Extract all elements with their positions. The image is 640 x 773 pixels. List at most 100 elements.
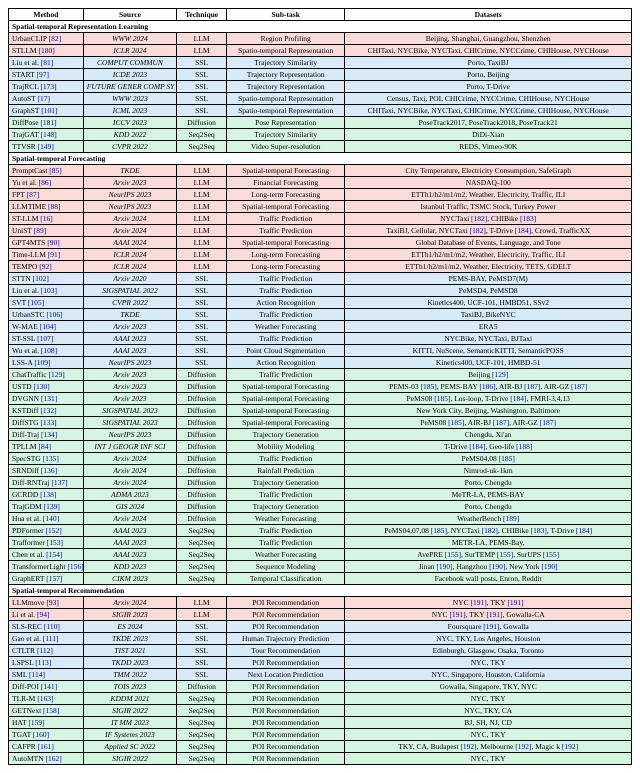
table-row: Diff-Traj [134]NeurIPS 2023DiffusionTraj…: [9, 429, 632, 441]
cell-technique: Seq2Seq: [177, 693, 227, 705]
cell-technique: Diffusion: [177, 381, 227, 393]
cell-datasets: NYC [191], TKY [191]: [345, 597, 632, 609]
cell-datasets: Foursquare [191], Gowalla: [345, 621, 632, 633]
table-row: GraphST [101]ICML 2023SSLSpatio-temporal…: [9, 105, 632, 117]
table-row: LSPSL [113]TKDD 2023SSLPOI Recommendatio…: [9, 657, 632, 669]
table-row: HAT [159]IT MM 2023Seq2SeqPOI Recommenda…: [9, 717, 632, 729]
cell-technique: LLM: [177, 225, 227, 237]
cell-source: Arxiv 2023: [83, 369, 176, 381]
cell-source: GIS 2024: [83, 501, 176, 513]
table-row: DVGNN [131]Arxiv 2023DiffusionSpatial-te…: [9, 393, 632, 405]
cell-subtask: POI Recommendation: [227, 693, 345, 705]
table-row: LLMTIME [88]NeurIPS 2023LLMSpatial-tempo…: [9, 201, 632, 213]
cell-subtask: Spatial-temporal Forecasting: [227, 237, 345, 249]
col-datasets: Datasets: [345, 9, 632, 21]
cell-subtask: Video Super-resolution: [227, 141, 345, 153]
cell-datasets: CHITaxi, NYCBike, NYCTaxi, CHICrime, NYC…: [345, 105, 632, 117]
cell-datasets: NYC, TKY: [345, 753, 632, 765]
cell-source: Arxiv 2020: [83, 273, 176, 285]
cell-source: INT J GEOGR INF SCI: [83, 441, 176, 453]
cell-technique: Seq2Seq: [177, 753, 227, 765]
cell-source: AAAI 2023: [83, 333, 176, 345]
cell-method: SML [114]: [9, 669, 84, 681]
cell-datasets: New York City, Beijing, Washington, Balt…: [345, 405, 632, 417]
cell-subtask: Region Profiling: [227, 33, 345, 45]
cell-subtask: Traffic Prediction: [227, 225, 345, 237]
cell-technique: SSL: [177, 273, 227, 285]
cell-method: AutoMTN [162]: [9, 753, 84, 765]
cell-technique: SSL: [177, 645, 227, 657]
cell-technique: LLM: [177, 237, 227, 249]
cell-method: STTN [102]: [9, 273, 84, 285]
cell-source: NeurIPS 2023: [83, 189, 176, 201]
cell-datasets: Edinburgh, Glasgow, Osaka, Toronto: [345, 645, 632, 657]
table-row: TrajRCL [173]FUTURE GENER COMP SYSSLTraj…: [9, 81, 632, 93]
cell-technique: Diffusion: [177, 681, 227, 693]
cell-subtask: Spatial-temporal Forecasting: [227, 381, 345, 393]
cell-technique: SSL: [177, 321, 227, 333]
cell-datasets: Gowalla, Singapore, TKY, NYC: [345, 681, 632, 693]
table-row: ChatTraffic [129]Arxiv 2023DiffusionTraf…: [9, 369, 632, 381]
cell-method: DiffSTG [133]: [9, 417, 84, 429]
table-row: TrajGAT [148]KDD 2022Seq2SeqTrajectory S…: [9, 129, 632, 141]
cell-subtask: Traffic Prediction: [227, 309, 345, 321]
cell-technique: SSL: [177, 621, 227, 633]
cell-datasets: NYCBike, NYCTaxi, BJTaxi: [345, 333, 632, 345]
cell-subtask: Rainfall Prediction: [227, 465, 345, 477]
cell-subtask: Temporal Classification: [227, 573, 345, 585]
cell-technique: Diffusion: [177, 489, 227, 501]
cell-source: Arxiv 2024: [83, 453, 176, 465]
cell-method: PromptCast [85]: [9, 165, 84, 177]
cell-method: GraphERT [157]: [9, 573, 84, 585]
cell-datasets: Porto, Beijing: [345, 69, 632, 81]
table-row: UrbanCLIP [82]WWW 2024LLMRegion Profilin…: [9, 33, 632, 45]
cell-method: ST-SSL [107]: [9, 333, 84, 345]
cell-method: ChatTraffic [129]: [9, 369, 84, 381]
cell-subtask: POI Recommendation: [227, 621, 345, 633]
cell-datasets: PEMS-03 [185], PEMS-BAY [186], AIR-BJ [1…: [345, 381, 632, 393]
table-row: LSS-A [109]NeurIPS 2023SSLAction Recogni…: [9, 357, 632, 369]
cell-technique: Seq2Seq: [177, 729, 227, 741]
cell-source: WWW 2024: [83, 33, 176, 45]
cell-datasets: Porto, T-Drive: [345, 81, 632, 93]
table-row: STTN [102]Arxiv 2020SSLTraffic Predictio…: [9, 273, 632, 285]
cell-method: SpecSTG [135]: [9, 453, 84, 465]
cell-technique: Diffusion: [177, 477, 227, 489]
cell-datasets: AvePRE [155], SurTEMP [155], SurUPS [155…: [345, 549, 632, 561]
table-row: W-MAE [104]Arxiv 2023SSLWeather Forecast…: [9, 321, 632, 333]
cell-method: Yu et al. [86]: [9, 177, 84, 189]
cell-source: ICDE 2023: [83, 69, 176, 81]
table-row: Liu et al. [103]SIGSPATIAL 2022SSLTraffi…: [9, 285, 632, 297]
cell-datasets: NYC, TKY, CA: [345, 705, 632, 717]
cell-subtask: Traffic Prediction: [227, 537, 345, 549]
cell-method: AutoST [17]: [9, 93, 84, 105]
cell-technique: Seq2Seq: [177, 537, 227, 549]
cell-method: TrajGAT [148]: [9, 129, 84, 141]
cell-source: TKDE 2023: [83, 633, 176, 645]
cell-source: CVPR 2022: [83, 141, 176, 153]
cell-subtask: POI Recommendation: [227, 753, 345, 765]
cell-source: TKDE: [83, 165, 176, 177]
cell-subtask: Spatio-temporal Representation: [227, 45, 345, 57]
cell-datasets: TKY, CA, Budapest [192], Melbourne [192]…: [345, 741, 632, 753]
cell-source: Arxiv 2023: [83, 393, 176, 405]
cell-technique: Diffusion: [177, 417, 227, 429]
cell-datasets: Porto, Chengdu: [345, 501, 632, 513]
cell-method: LLMmove [93]: [9, 597, 84, 609]
cell-technique: LLM: [177, 213, 227, 225]
cell-source: SIGIR 2023: [83, 609, 176, 621]
cell-technique: LLM: [177, 177, 227, 189]
cell-technique: Diffusion: [177, 117, 227, 129]
cell-subtask: Next Location Prediction: [227, 669, 345, 681]
cell-method: Gao et al. [111]: [9, 633, 84, 645]
cell-datasets: NYC [191], TKY [191], Gowalla-CA: [345, 609, 632, 621]
table-row: DiffPose [181]ICCV 2023DiffusionPose Rep…: [9, 117, 632, 129]
cell-technique: Diffusion: [177, 453, 227, 465]
table-row: Liu et al. [81]COMPUT COMMUNSSLTrajector…: [9, 57, 632, 69]
cell-subtask: Spatial-temporal Forecasting: [227, 393, 345, 405]
cell-datasets: PeMS08 [185], AIR-BJ [187], AIR-GZ [187]: [345, 417, 632, 429]
cell-source: CIKM 2023: [83, 573, 176, 585]
cell-datasets: BJ, SH, NJ, CD: [345, 717, 632, 729]
cell-method: TTVSR [149]: [9, 141, 84, 153]
cell-source: CVPR 2022: [83, 297, 176, 309]
